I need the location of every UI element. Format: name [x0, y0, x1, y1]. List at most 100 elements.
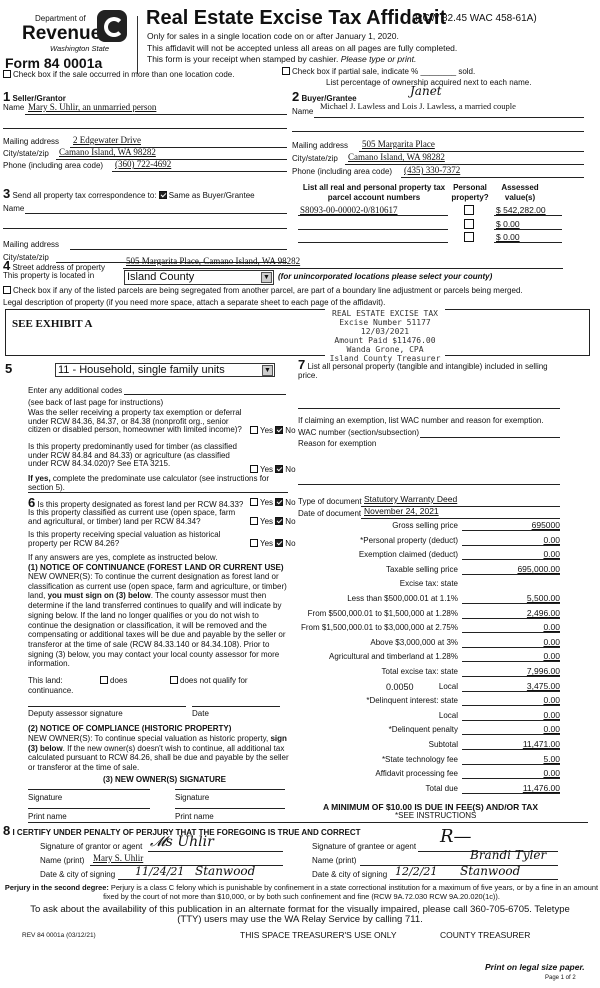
personal-property-checkbox[interactable] [464, 232, 474, 242]
partial-sale-label: Check box if partial sale, indicate % __… [292, 67, 476, 76]
seller-mail-field[interactable]: 2 Edgewater Drive [73, 135, 141, 145]
grantor-city-field[interactable]: Stanwood [195, 864, 256, 878]
personal-property-checkbox[interactable] [464, 205, 474, 215]
seller-city-field[interactable]: Camano Island, WA 98282 [59, 147, 156, 157]
buyer-name-field[interactable]: Michael J. Lawless and Lois J. Lawless, … [320, 101, 516, 111]
yes-checkbox[interactable] [250, 498, 258, 506]
buyer-mail-field[interactable]: 505 Margarita Place [362, 139, 435, 149]
legal-description-box[interactable] [5, 309, 590, 356]
segregated-checkbox[interactable] [3, 286, 11, 294]
q-yes-no[interactable]: Yes No [250, 498, 296, 507]
date-city-label: Date & city of signing [40, 870, 116, 879]
does-checkbox[interactable] [100, 676, 108, 684]
fee-row: *Delinquent penalty 0.00 [290, 724, 560, 737]
grantor-signature-label: Signature of grantor or agent [40, 842, 143, 851]
page-number: Page 1 of 2 [545, 975, 576, 981]
stamp-line: Excise Number 51177 [339, 318, 431, 327]
yes-label: Yes [260, 465, 274, 474]
street-address-field[interactable]: 505 Margarita Place, Camano Island, WA 9… [126, 256, 301, 266]
grantor-date-field[interactable]: 11/24/21 [135, 865, 185, 878]
fee-value[interactable]: 5,500.00 [462, 593, 560, 604]
no-checkbox[interactable] [275, 539, 284, 547]
grantee-name-field[interactable]: Brandi Tyler [470, 848, 547, 862]
partial-sale-checkbox-row[interactable]: Check box if partial sale, indicate % __… [282, 67, 475, 76]
partial-sale-checkbox[interactable] [282, 67, 290, 75]
yes-checkbox[interactable] [250, 465, 258, 473]
yes-checkbox[interactable] [250, 517, 258, 525]
fee-value[interactable]: 11,476.00 [462, 783, 560, 794]
buyer-city-field[interactable]: Camano Island, WA 98282 [348, 152, 445, 162]
stamp-line: Island County Treasurer [329, 354, 441, 363]
section-number: 7 [298, 357, 306, 372]
fee-row: Affidavit processing fee 0.00 [290, 768, 560, 781]
fee-value[interactable]: 695,000.00 [462, 564, 560, 575]
grantor-signature[interactable]: 𝓜s Uhlir [150, 834, 214, 850]
grantee-signature-label: Signature of grantee or agent [312, 842, 417, 851]
assessed-value-field[interactable]: $ 542,282.00 [496, 205, 546, 215]
parcel-number-field[interactable]: S8093-00-00002-0/810617 [300, 205, 398, 215]
fee-value[interactable]: 0.00 [462, 768, 560, 780]
codes-label: Enter any additional codes [28, 386, 123, 395]
no-checkbox[interactable] [275, 517, 284, 525]
q-yes-no[interactable]: Yes No [250, 517, 296, 526]
fee-value[interactable]: 11,471.00 [462, 739, 560, 750]
does-not-checkbox[interactable] [170, 676, 178, 684]
segregated-row[interactable]: Check box if any of the listed parcels a… [3, 286, 523, 295]
same-as-buyer-checkbox[interactable] [158, 191, 167, 199]
fee-label: Excise tax: state [399, 579, 458, 589]
doc-type-field[interactable]: Statutory Warranty Deed [364, 494, 458, 504]
grantee-signature[interactable]: R— [440, 826, 472, 847]
grantee-city-field[interactable]: Stanwood [460, 864, 521, 878]
does-not-label: does not qualify for [180, 676, 248, 685]
county-select[interactable]: Island County ▼ [124, 270, 274, 285]
fee-value[interactable]: 7,996.00 [462, 666, 560, 677]
fee-label: From $500,000.01 to $1,500,000 at 1.28% [307, 608, 458, 618]
land-use-code-select[interactable]: 11 - Household, single family units ▼ [55, 363, 275, 377]
q-yes-no[interactable]: Yes No [250, 465, 296, 474]
fee-row: Total excise tax: state 7,996.00 [290, 666, 560, 679]
fee-value[interactable]: 2,496.00 [462, 608, 560, 619]
fee-value[interactable]: 0.00 [462, 622, 560, 634]
chevron-down-icon[interactable]: ▼ [261, 272, 272, 283]
fee-value[interactable]: 0.00 [462, 549, 560, 561]
current-use-question: Is this property classified as current u… [28, 508, 236, 526]
multi-location-checkbox-row[interactable]: Check box if the sale occurred in more t… [3, 70, 234, 79]
grantee-date-field[interactable]: 12/2/21 [395, 865, 438, 878]
multi-location-checkbox[interactable] [3, 70, 11, 78]
yes-checkbox[interactable] [250, 426, 258, 434]
fee-label: Above $3,000,000 at 3% [370, 637, 458, 647]
yes-checkbox[interactable] [250, 539, 258, 547]
grantor-name-field[interactable]: Mary S. Uhlir [93, 853, 144, 863]
chevron-down-icon[interactable]: ▼ [262, 365, 273, 376]
does-option[interactable]: does [100, 676, 127, 685]
q-yes-no[interactable]: Yes No [250, 426, 296, 435]
no-checkbox[interactable] [275, 426, 284, 434]
notice-text: . If the new owner(s) doesn't wish to co… [28, 743, 289, 773]
buyer-phone-field[interactable]: (435) 330-7372 [404, 165, 461, 175]
fee-value[interactable]: 0.00 [462, 535, 560, 546]
assessed-value-field[interactable]: $ 0.00 [496, 218, 520, 229]
assessed-value-field[interactable]: $ 0.00 [496, 232, 520, 242]
fee-value[interactable]: 0.00 [462, 724, 560, 736]
personal-property-checkbox[interactable] [464, 218, 474, 229]
personal-property-checkbox-cell[interactable] [464, 218, 476, 230]
seller-name-field[interactable]: Mary S. Uhlir, an unmarried person [28, 102, 157, 112]
fee-value[interactable]: 0.00 [462, 695, 560, 707]
fee-value[interactable]: 0.00 [462, 710, 560, 721]
does-not-option[interactable]: does not qualify for [170, 676, 248, 685]
fee-value[interactable]: 695000 [462, 520, 560, 531]
no-checkbox[interactable] [275, 498, 284, 506]
doc-date-field[interactable]: November 24, 2021 [364, 506, 439, 516]
personal-property-checkbox-cell[interactable] [464, 232, 476, 243]
notice-compliance-title: (2) NOTICE OF COMPLIANCE (HISTORIC PROPE… [28, 724, 232, 733]
no-checkbox[interactable] [275, 465, 284, 473]
fee-value[interactable]: 3,475.00 [462, 681, 560, 692]
personal-property-checkbox-cell[interactable] [464, 205, 476, 216]
fee-value[interactable]: 0.00 [462, 651, 560, 663]
buyer-city-label: City/state/zip [292, 154, 338, 163]
seller-phone-field[interactable]: (360) 722-4692 [115, 159, 172, 169]
q-yes-no[interactable]: Yes No [250, 539, 296, 548]
fee-value[interactable]: 5.00 [462, 754, 560, 765]
doc-date-label: Date of document [298, 509, 362, 518]
fee-value[interactable]: 0.00 [462, 637, 560, 648]
